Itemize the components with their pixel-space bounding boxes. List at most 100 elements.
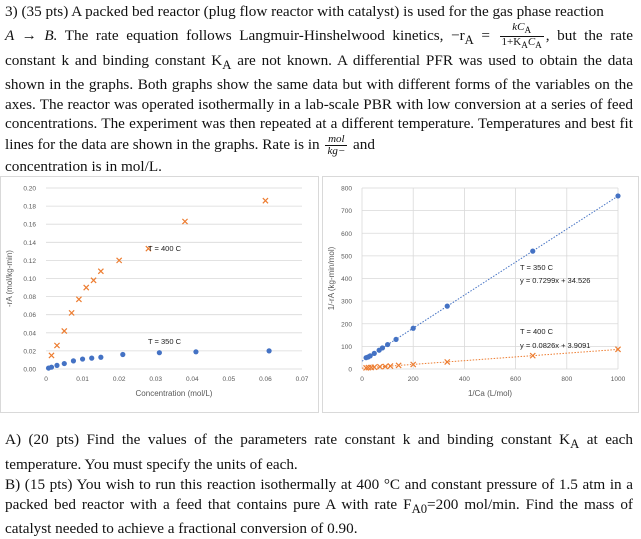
rate-equals: =: [481, 26, 490, 44]
y-tick-label: 800: [341, 186, 352, 193]
x-tick-label: 0.06: [259, 376, 272, 383]
y-tick-label: 0: [348, 367, 352, 374]
y-tick-label: 0.02: [23, 348, 36, 355]
data-point-x: [395, 362, 402, 369]
question-b: B) (15 pts) You wish to run this reactio…: [5, 475, 633, 539]
x-tick-label: 1000: [611, 376, 626, 383]
y-tick-label: 0.18: [23, 204, 36, 211]
question-b-text: B) (15 pts) You wish to run this reactio…: [5, 476, 633, 513]
data-point-circle: [193, 349, 199, 355]
charts-svg: 0.00 0.02 0.04 0.06 0.08 0.10 0.12 0.14 0.16 0.18…: [0, 176, 639, 413]
data-point-circle: [266, 348, 272, 354]
line3b: are not known. A differential PFR was us…: [5, 51, 634, 153]
y-tick-label: 0.00: [23, 367, 36, 374]
chart-annotation: y = 0.0826x + 3.9091: [520, 341, 590, 350]
data-point-x: [529, 352, 536, 359]
data-point-x: [68, 309, 75, 316]
data-point-circle: [54, 362, 60, 368]
y-tick-label: 0.04: [23, 330, 36, 337]
data-point-x: [363, 364, 370, 371]
x-tick-label: 400: [459, 376, 470, 383]
rate-text: The rate equation follows Langmuir-Hinsh…: [64, 26, 465, 44]
y-tick-label: 0.12: [23, 258, 36, 265]
rate-fraction: kCA 1+KACA: [499, 20, 544, 51]
data-point-x: [97, 268, 104, 275]
frac-num-sub: A: [524, 24, 532, 35]
y-tick-label: 200: [341, 321, 352, 328]
x-tick-label: 800: [561, 376, 572, 383]
data-point-circle: [156, 350, 162, 356]
chart-annotation: y = 0.7299x + 34.526: [520, 276, 590, 285]
data-point-x: [376, 363, 383, 370]
data-point-circle: [379, 345, 386, 351]
after-fraction: , but the rate: [545, 26, 634, 44]
chart-annotation: T = 350 C: [520, 263, 554, 272]
x-tick-label: 0: [360, 376, 364, 383]
data-point-x: [48, 352, 55, 359]
y-tick-label: 600: [341, 231, 352, 238]
x-tick-label: 0.05: [223, 376, 236, 383]
y-tick-label: 700: [341, 208, 352, 215]
x-tick-label: 0.02: [113, 376, 126, 383]
x-axis-label: Concentration (mol/L): [136, 389, 213, 398]
data-point-x: [116, 257, 123, 264]
line3-sub: A: [222, 57, 232, 72]
frac-den: 1+K: [501, 35, 522, 48]
question-b-rest: =200 mol/min. Find the mass of catalyst …: [5, 495, 633, 538]
y-axis-label: -rA (mol/kg-min): [5, 250, 14, 307]
y-tick-label: 0.16: [23, 222, 36, 229]
data-point-circle: [367, 353, 373, 359]
data-point-x: [262, 197, 269, 204]
question-b-sub: A0: [411, 501, 428, 516]
data-point-circle: [70, 358, 77, 364]
data-point-circle: [61, 360, 67, 367]
data-point-circle: [120, 351, 126, 358]
line3: constant k and binding constant K: [5, 51, 223, 69]
data-point-circle: [371, 350, 377, 356]
chart-1-frame: [0, 176, 319, 413]
unit-fraction: mol kg−: [325, 132, 348, 157]
x-tick-label: 0.04: [186, 376, 199, 383]
data-point-x: [410, 361, 417, 368]
y-tick-label: 300: [341, 299, 352, 306]
data-point-circle: [79, 356, 86, 362]
data-point-x: [387, 363, 394, 370]
data-point-x: [75, 296, 82, 303]
data-point-circle: [444, 303, 450, 309]
data-point-x: [61, 327, 68, 335]
chart-1: [0, 176, 319, 413]
data-point-x: [83, 284, 90, 291]
x-tick-label: 0: [44, 376, 48, 383]
chart-annotation: T = 350 C: [148, 337, 182, 346]
question-a-rest: at each temperature. You must specify th…: [5, 431, 634, 473]
chart-2-frame: [322, 176, 639, 413]
y-tick-label: 0.20: [23, 186, 36, 193]
data-point-x: [90, 277, 97, 284]
charts: 0.00 0.02 0.04 0.06 0.08 0.10 0.12 0.14 0.16 0.18…: [0, 176, 641, 416]
data-point-circle: [89, 355, 95, 361]
frac-den2: C: [527, 35, 536, 48]
x-tick-label: 0.01: [76, 376, 89, 383]
y-tick-label: 0.08: [23, 294, 36, 301]
y-tick-label: 0.10: [23, 276, 36, 283]
reaction: A → B.: [5, 26, 58, 44]
question-a-text: A) (20 pts) Find the values of the param…: [5, 431, 571, 448]
data-point-x: [444, 358, 451, 366]
x-tick-label: 600: [510, 376, 521, 383]
unit-num: mol: [328, 132, 345, 145]
unit-after: and: [353, 135, 375, 153]
data-point-x: [371, 364, 378, 371]
frac-num: kC: [512, 20, 525, 33]
rate-sub: A: [464, 32, 474, 47]
chart-2: [322, 176, 639, 413]
y-axis-label: 1/-rA (kg-min/mol): [327, 246, 336, 310]
question-a-sub: A: [570, 437, 580, 452]
y-tick-label: 0.14: [23, 240, 36, 247]
data-point-x: [181, 218, 188, 225]
data-point-x: [145, 245, 152, 252]
problem-intro: 3) (35 pts) A packed bed reactor (plug f…: [5, 3, 604, 20]
y-tick-label: 100: [341, 344, 352, 351]
x-tick-label: 0.07: [296, 376, 309, 383]
data-point-circle: [615, 193, 621, 199]
frac-den-sub: A: [521, 39, 528, 50]
